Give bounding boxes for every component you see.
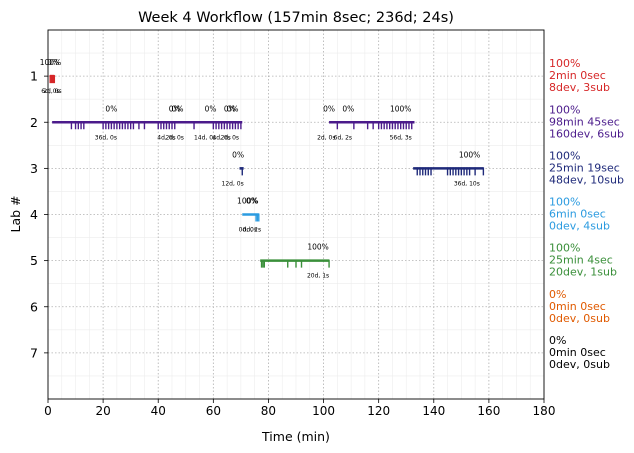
- x-tick-label: 0: [44, 404, 52, 418]
- x-tick-label: 120: [367, 404, 390, 418]
- lab-2-summary-line: 100%: [549, 103, 580, 116]
- lab-2-percent-label: 0%: [224, 104, 236, 113]
- x-axis-label: Time (min): [261, 429, 330, 444]
- lab-2-duration-label: 4d, 0s: [157, 134, 175, 141]
- y-tick-label: 5: [30, 253, 38, 268]
- lab-5-summary-line: 20dev, 1sub: [549, 266, 617, 279]
- lab-7-summary-line: 0dev, 0sub: [549, 358, 610, 371]
- y-tick-label: 3: [30, 161, 38, 176]
- lab-3-percent-label: 0%: [232, 150, 244, 159]
- grid-layer: [48, 30, 544, 399]
- lab-2-summary-line: 98min 45sec: [549, 115, 620, 128]
- lab-1-percent-label: 100%: [40, 58, 61, 67]
- lab-1-percent-label: 0%: [47, 58, 59, 67]
- lab-4-percent-label: 0%: [246, 197, 258, 206]
- lab-2-percent-label: 0%: [105, 104, 117, 113]
- axis-layer: 0 20 40 60 80 100 120 140 160 180 1 2 3 4 5 6 7: [30, 69, 555, 418]
- lab-2-percent-label: 0%: [169, 104, 181, 113]
- lab-1-duration-label: 6d, 0s: [41, 88, 59, 95]
- lab-2-percent-label: 0%: [205, 104, 217, 113]
- chart-title: Week 4 Workflow (157min 8sec; 236d; 24s): [138, 10, 454, 26]
- lab-2-percent-label: 0%: [227, 104, 239, 113]
- y-tick-label: 2: [30, 115, 38, 130]
- x-tick-label: 20: [95, 404, 110, 418]
- lab-2-duration-label: 4d, 0s: [212, 134, 230, 141]
- lab-4-percent-label: 100%: [237, 197, 258, 206]
- x-tick-label: 140: [422, 404, 445, 418]
- x-tick-label: 80: [261, 404, 276, 418]
- lab-2-percent-label: 0%: [172, 104, 184, 113]
- lab-5-summary-line: 25min 4sec: [549, 254, 613, 267]
- x-tick-label: 180: [533, 404, 556, 418]
- lab-7-summary-line: 0min 0sec: [549, 346, 606, 359]
- y-tick-label: 1: [30, 69, 38, 84]
- lab-5-summary-line: 100%: [549, 242, 580, 255]
- lab-3-duration-label: 36d, 10s: [454, 180, 480, 187]
- lab-2-percent-label: 100%: [390, 104, 411, 113]
- lab-3-summary-line: 48dev, 10sub: [549, 173, 624, 186]
- y-tick-label: 6: [30, 299, 38, 314]
- lab-1-summary-line: 2min 0sec: [549, 69, 606, 82]
- lab-6-summary-line: 0min 0sec: [549, 300, 606, 313]
- lab-1-duration-label: 2d, 0s: [43, 88, 61, 95]
- lab-1-summary-line: 100%: [549, 57, 580, 70]
- lab-2-duration-label: 56d, 3s: [390, 134, 412, 141]
- y-tick-label: 4: [30, 207, 38, 222]
- lab-3-summary-line: 100%: [549, 149, 580, 162]
- x-tick-label: 60: [206, 404, 221, 418]
- x-tick-label: 100: [312, 404, 335, 418]
- lab-2-percent-label: 0%: [323, 104, 335, 113]
- lab-3-duration-label: 12d, 0s: [222, 180, 244, 187]
- lab-2-duration-label: 14d, 0s: [194, 134, 216, 141]
- lab-4-duration-label: 0d, 0s: [239, 227, 257, 234]
- lab-2-summary-line: 160dev, 6sub: [549, 127, 624, 140]
- lab-2-duration-label: 6d, 2s: [334, 134, 352, 141]
- lab-5-duration-label: 20d, 1s: [307, 273, 329, 280]
- lab-4-summary-line: 0dev, 4sub: [549, 220, 610, 233]
- x-tick-label: 160: [477, 404, 500, 418]
- lab-2-duration-label: 2d, 0s: [221, 134, 239, 141]
- y-tick-label: 7: [30, 345, 38, 360]
- lab-4-duration-label: 0d, 2s: [243, 227, 261, 234]
- lab-2-duration-label: 36d, 0s: [95, 134, 117, 141]
- lab-2-duration-label: 2d, 0s: [166, 134, 184, 141]
- lab-2-duration-label: 2d, 0s: [317, 134, 335, 141]
- lab-2-percent-label: 0%: [342, 104, 354, 113]
- lab-4-summary-line: 100%: [549, 196, 580, 209]
- lab-1-summary-line: 8dev, 3sub: [549, 81, 610, 94]
- lab-6-summary-line: 0%: [549, 288, 566, 301]
- lab-3-percent-label: 100%: [459, 150, 480, 159]
- lab-6-summary-line: 0dev, 0sub: [549, 312, 610, 325]
- lab-4-summary-line: 6min 0sec: [549, 208, 606, 221]
- lab-3-summary-line: 25min 19sec: [549, 161, 620, 174]
- x-tick-label: 40: [151, 404, 166, 418]
- lab-7-summary-line: 0%: [549, 334, 566, 347]
- y-axis-label: Lab #: [8, 195, 23, 232]
- lab-5-percent-label: 100%: [307, 243, 328, 252]
